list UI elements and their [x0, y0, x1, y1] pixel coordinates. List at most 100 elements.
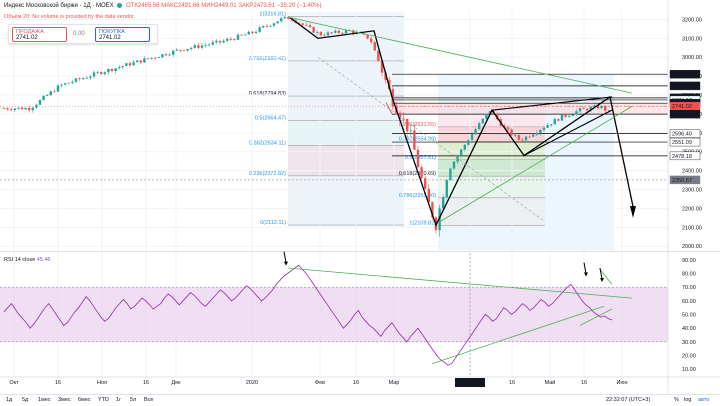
candle-body[interactable]	[172, 50, 175, 55]
symbol-title[interactable]: Индекс Московской биржи · 1Д · MOEX	[4, 3, 114, 10]
candle-body[interactable]	[164, 54, 168, 56]
candle-body[interactable]	[528, 136, 531, 138]
candle-body[interactable]	[564, 114, 567, 117]
candle-body[interactable]	[370, 38, 373, 43]
candle-body[interactable]	[467, 140, 470, 145]
candle-body[interactable]	[553, 119, 556, 125]
clock-readout[interactable]: 22:32:07 (UTC+3)	[606, 397, 651, 403]
candle-body[interactable]	[424, 178, 427, 189]
rsi-trendline-descending[interactable]	[287, 267, 633, 299]
candle-body[interactable]	[330, 32, 333, 34]
candle-body[interactable]	[118, 67, 121, 69]
candle-body[interactable]	[258, 27, 261, 32]
candle-body[interactable]	[384, 72, 387, 80]
candle-body[interactable]	[132, 62, 135, 66]
candle-body[interactable]	[542, 127, 546, 130]
candle-body[interactable]	[218, 40, 222, 43]
candle-body[interactable]	[319, 32, 322, 36]
candle-body[interactable]	[2, 108, 6, 110]
candle-body[interactable]	[305, 24, 308, 26]
candle-body[interactable]	[60, 84, 63, 86]
price-level-tag[interactable]	[669, 175, 701, 185]
candle-body[interactable]	[600, 106, 603, 109]
candle-body[interactable]	[582, 108, 585, 110]
candle-body[interactable]	[607, 110, 610, 111]
candle-body[interactable]	[53, 91, 56, 93]
candle-body[interactable]	[452, 161, 456, 169]
candle-body[interactable]	[229, 38, 232, 40]
candle-body[interactable]	[427, 188, 430, 203]
candle-body[interactable]	[190, 47, 193, 50]
candle-body[interactable]	[49, 91, 52, 96]
candle-body[interactable]	[35, 104, 38, 108]
candle-body[interactable]	[197, 45, 200, 48]
candle-body[interactable]	[514, 135, 517, 136]
timeframe-5d[interactable]: 5д	[22, 397, 29, 403]
candle-body[interactable]	[182, 50, 186, 51]
rsi-line[interactable]	[3, 264, 613, 366]
candle-body[interactable]	[193, 45, 196, 48]
price-level-tag[interactable]	[669, 129, 701, 138]
candle-body[interactable]	[92, 72, 96, 77]
candle-body[interactable]	[301, 23, 304, 25]
candle-body[interactable]	[42, 95, 45, 100]
candle-body[interactable]	[442, 197, 445, 209]
candle-body[interactable]	[280, 18, 283, 22]
candle-body[interactable]	[103, 72, 106, 75]
candle-body[interactable]	[240, 34, 243, 36]
candle-body[interactable]	[179, 49, 182, 51]
rsi-title[interactable]: RSI 14 close	[4, 257, 36, 263]
candle-body[interactable]	[593, 105, 596, 108]
candle-body[interactable]	[10, 109, 13, 111]
candle-body[interactable]	[398, 112, 402, 119]
candle-body[interactable]	[100, 72, 103, 75]
candle-body[interactable]	[571, 114, 574, 116]
candle-body[interactable]	[233, 39, 236, 40]
candle-body[interactable]	[521, 139, 524, 141]
candle-body[interactable]	[175, 49, 178, 51]
candle-body[interactable]	[456, 155, 459, 162]
candle-body[interactable]	[377, 50, 380, 61]
candle-body[interactable]	[589, 107, 592, 111]
candle-body[interactable]	[161, 54, 164, 58]
candle-body[interactable]	[78, 78, 81, 80]
candle-body[interactable]	[254, 31, 258, 33]
candle-body[interactable]	[31, 107, 34, 111]
timeframe-1y[interactable]: 1г	[116, 397, 122, 403]
candle-body[interactable]	[406, 118, 409, 132]
candle-body[interactable]	[344, 30, 348, 34]
candle-body[interactable]	[186, 49, 189, 51]
candle-body[interactable]	[146, 58, 150, 60]
sell-button[interactable]: ПРОДАЖА 2741.02	[12, 27, 67, 42]
candle-body[interactable]	[337, 30, 340, 33]
candle-body[interactable]	[114, 68, 117, 72]
price-level-tag[interactable]	[669, 151, 701, 161]
candle-body[interactable]	[560, 114, 564, 121]
candle-body[interactable]	[287, 16, 290, 20]
candle-body[interactable]	[578, 108, 582, 112]
candle-body[interactable]	[380, 60, 384, 73]
candle-body[interactable]	[326, 32, 330, 36]
candle-body[interactable]	[136, 60, 139, 63]
candle-body[interactable]	[550, 124, 553, 126]
candle-body[interactable]	[463, 144, 466, 150]
candle-body[interactable]	[269, 25, 272, 27]
candle-body[interactable]	[265, 26, 268, 27]
candle-body[interactable]	[272, 23, 276, 26]
timeframe-6m[interactable]: 6мес	[78, 397, 91, 403]
candle-body[interactable]	[460, 149, 463, 156]
candle-body[interactable]	[6, 108, 9, 110]
candle-body[interactable]	[546, 125, 549, 128]
candle-body[interactable]	[143, 58, 146, 63]
candle-body[interactable]	[215, 40, 218, 43]
candle-body[interactable]	[46, 95, 49, 96]
candle-body[interactable]	[28, 108, 31, 111]
candle-body[interactable]	[431, 202, 434, 218]
candle-body[interactable]	[89, 76, 92, 78]
candle-body[interactable]	[586, 108, 589, 111]
candle-body[interactable]	[283, 16, 286, 19]
price-level-tag[interactable]	[669, 81, 701, 91]
candle-body[interactable]	[416, 149, 420, 168]
candle-body[interactable]	[107, 68, 110, 73]
candle-body[interactable]	[211, 42, 214, 45]
